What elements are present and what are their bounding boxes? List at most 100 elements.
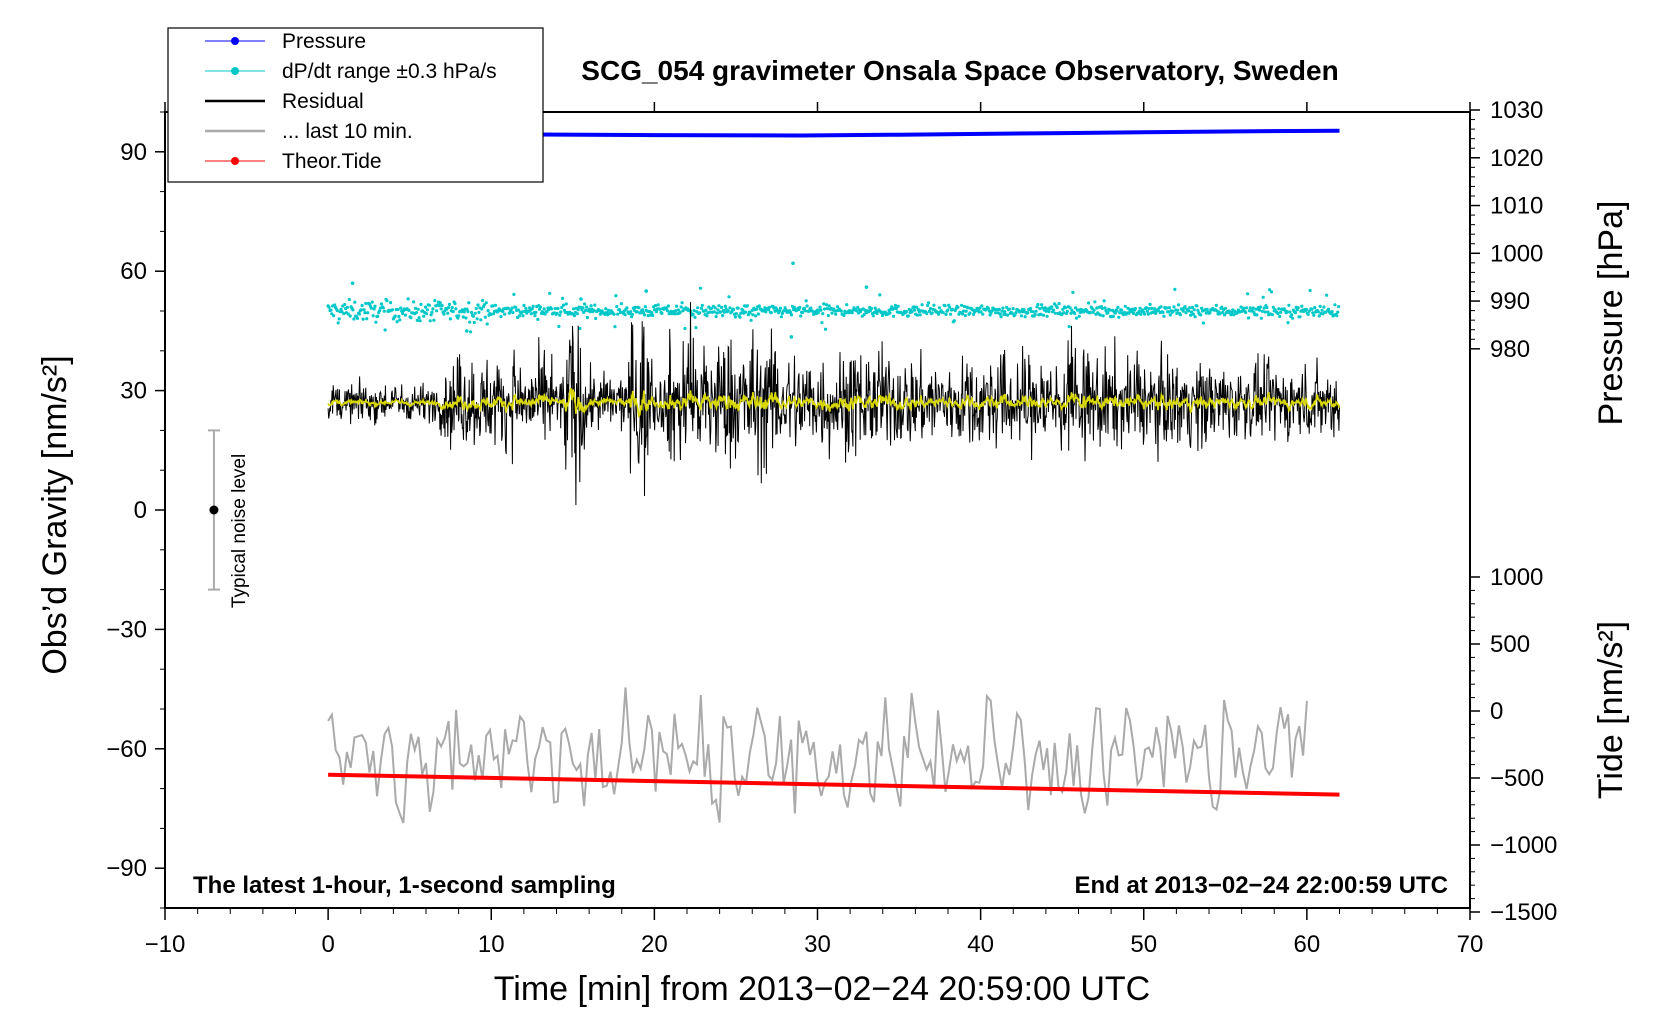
- dpdt-point: [355, 316, 360, 320]
- y-tick-label: −90: [106, 855, 147, 882]
- dpdt-point: [1144, 306, 1148, 310]
- dpdt-point: [381, 306, 385, 310]
- dpdt-point: [1290, 313, 1294, 317]
- dpdt-point: [561, 296, 565, 300]
- dpdt-point: [557, 324, 561, 329]
- dpdt-point: [359, 308, 363, 312]
- dpdt-point: [820, 321, 824, 325]
- dpdt-point: [739, 311, 743, 315]
- dpdt-point: [1000, 309, 1004, 313]
- dpdt-point: [1277, 307, 1281, 311]
- dpdt-point: [694, 326, 698, 330]
- dpdt-point: [396, 307, 400, 312]
- dpdt-point: [584, 305, 589, 309]
- dpdt-point: [845, 303, 849, 307]
- dpdt-point: [749, 318, 753, 322]
- dpdt-point: [915, 313, 920, 317]
- dpdt-point: [764, 310, 768, 314]
- dpdt-point: [1175, 311, 1179, 315]
- dpdt-point: [1045, 314, 1049, 318]
- dpdt-point: [719, 310, 723, 314]
- dpdt-point: [1156, 308, 1160, 312]
- tide-axis-title: Tide [nm/s²]: [1592, 621, 1630, 799]
- dpdt-point: [926, 301, 931, 305]
- dpdt-point: [399, 306, 403, 310]
- dpdt-point: [999, 315, 1003, 319]
- dpdt-point: [379, 302, 384, 306]
- dpdt-point: [460, 308, 464, 312]
- dpdt-point: [1187, 309, 1191, 313]
- dpdt-point: [920, 303, 924, 307]
- dpdt-point: [1014, 311, 1018, 315]
- dpdt-point: [412, 300, 416, 304]
- dpdt-point: [1118, 311, 1122, 315]
- dpdt-point: [893, 303, 898, 307]
- dpdt-point: [946, 308, 950, 312]
- dpdt-point: [531, 304, 535, 308]
- dpdt-point: [351, 308, 355, 312]
- dpdt-point: [581, 306, 585, 310]
- legend-label: dP/dt range ±0.3 hPa/s: [282, 60, 497, 83]
- dpdt-point: [805, 304, 809, 308]
- dpdt-point: [745, 304, 750, 308]
- dpdt-point: [698, 286, 703, 290]
- dpdt-point: [944, 312, 948, 317]
- dpdt-point: [651, 313, 655, 318]
- dpdt-point: [789, 335, 794, 339]
- dpdt-point: [448, 317, 452, 321]
- dpdt-point: [1166, 310, 1171, 314]
- tide-line: [328, 772, 1340, 797]
- dpdt-point: [654, 310, 659, 314]
- dpdt-point: [714, 315, 718, 319]
- dpdt-point: [572, 314, 577, 318]
- dpdt-point: [1200, 306, 1204, 310]
- dpdt-point: [365, 317, 369, 321]
- dpdt-point: [1229, 313, 1233, 317]
- dpdt-point: [520, 310, 524, 314]
- dpdt-point: [467, 301, 471, 305]
- noise-level-label: Typical noise level: [229, 454, 250, 608]
- dpdt-point: [1031, 310, 1035, 314]
- dpdt-point: [548, 291, 552, 295]
- dpdt-point: [726, 309, 730, 313]
- dpdt-point: [485, 322, 489, 326]
- dpdt-point: [419, 302, 423, 306]
- dpdt-point: [1191, 312, 1195, 316]
- dpdt-point: [464, 329, 469, 333]
- dpdt-point: [1193, 315, 1197, 319]
- dpdt-point: [1093, 300, 1097, 304]
- x-tick-label: 0: [321, 931, 334, 958]
- dpdt-point: [1067, 325, 1071, 329]
- dpdt-point: [469, 330, 473, 334]
- dpdt-point: [428, 319, 432, 323]
- dpdt-point: [1113, 311, 1117, 315]
- dpdt-point: [616, 312, 620, 316]
- dpdt-point: [1168, 313, 1172, 317]
- dpdt-point: [823, 307, 827, 311]
- dpdt-point: [830, 311, 834, 315]
- dpdt-point: [680, 301, 684, 305]
- dpdt-point: [1050, 305, 1054, 309]
- dpdt-point: [398, 318, 402, 322]
- dpdt-point: [407, 308, 411, 312]
- dpdt-point: [875, 311, 879, 316]
- dpdt-point: [1286, 321, 1290, 325]
- x-tick-label: 20: [641, 931, 668, 958]
- dpdt-point: [720, 305, 724, 309]
- dpdt-point: [510, 306, 514, 310]
- dpdt-point: [913, 308, 917, 312]
- dpdt-point: [438, 301, 442, 305]
- residual-line: [327, 302, 1340, 506]
- dpdt-point: [850, 311, 854, 315]
- dpdt-point: [342, 312, 346, 316]
- dpdt-point: [437, 304, 441, 308]
- dpdt-point: [1183, 305, 1187, 309]
- dpdt-point: [1296, 306, 1300, 310]
- dpdt-point: [1322, 305, 1326, 309]
- y-tick-label: 0: [134, 497, 147, 524]
- x-tick-label: 60: [1294, 931, 1321, 958]
- tide-tick-label: 1000: [1490, 564, 1543, 591]
- dpdt-point: [593, 303, 597, 307]
- dpdt-point: [1188, 306, 1192, 310]
- dpdt-point: [715, 311, 719, 315]
